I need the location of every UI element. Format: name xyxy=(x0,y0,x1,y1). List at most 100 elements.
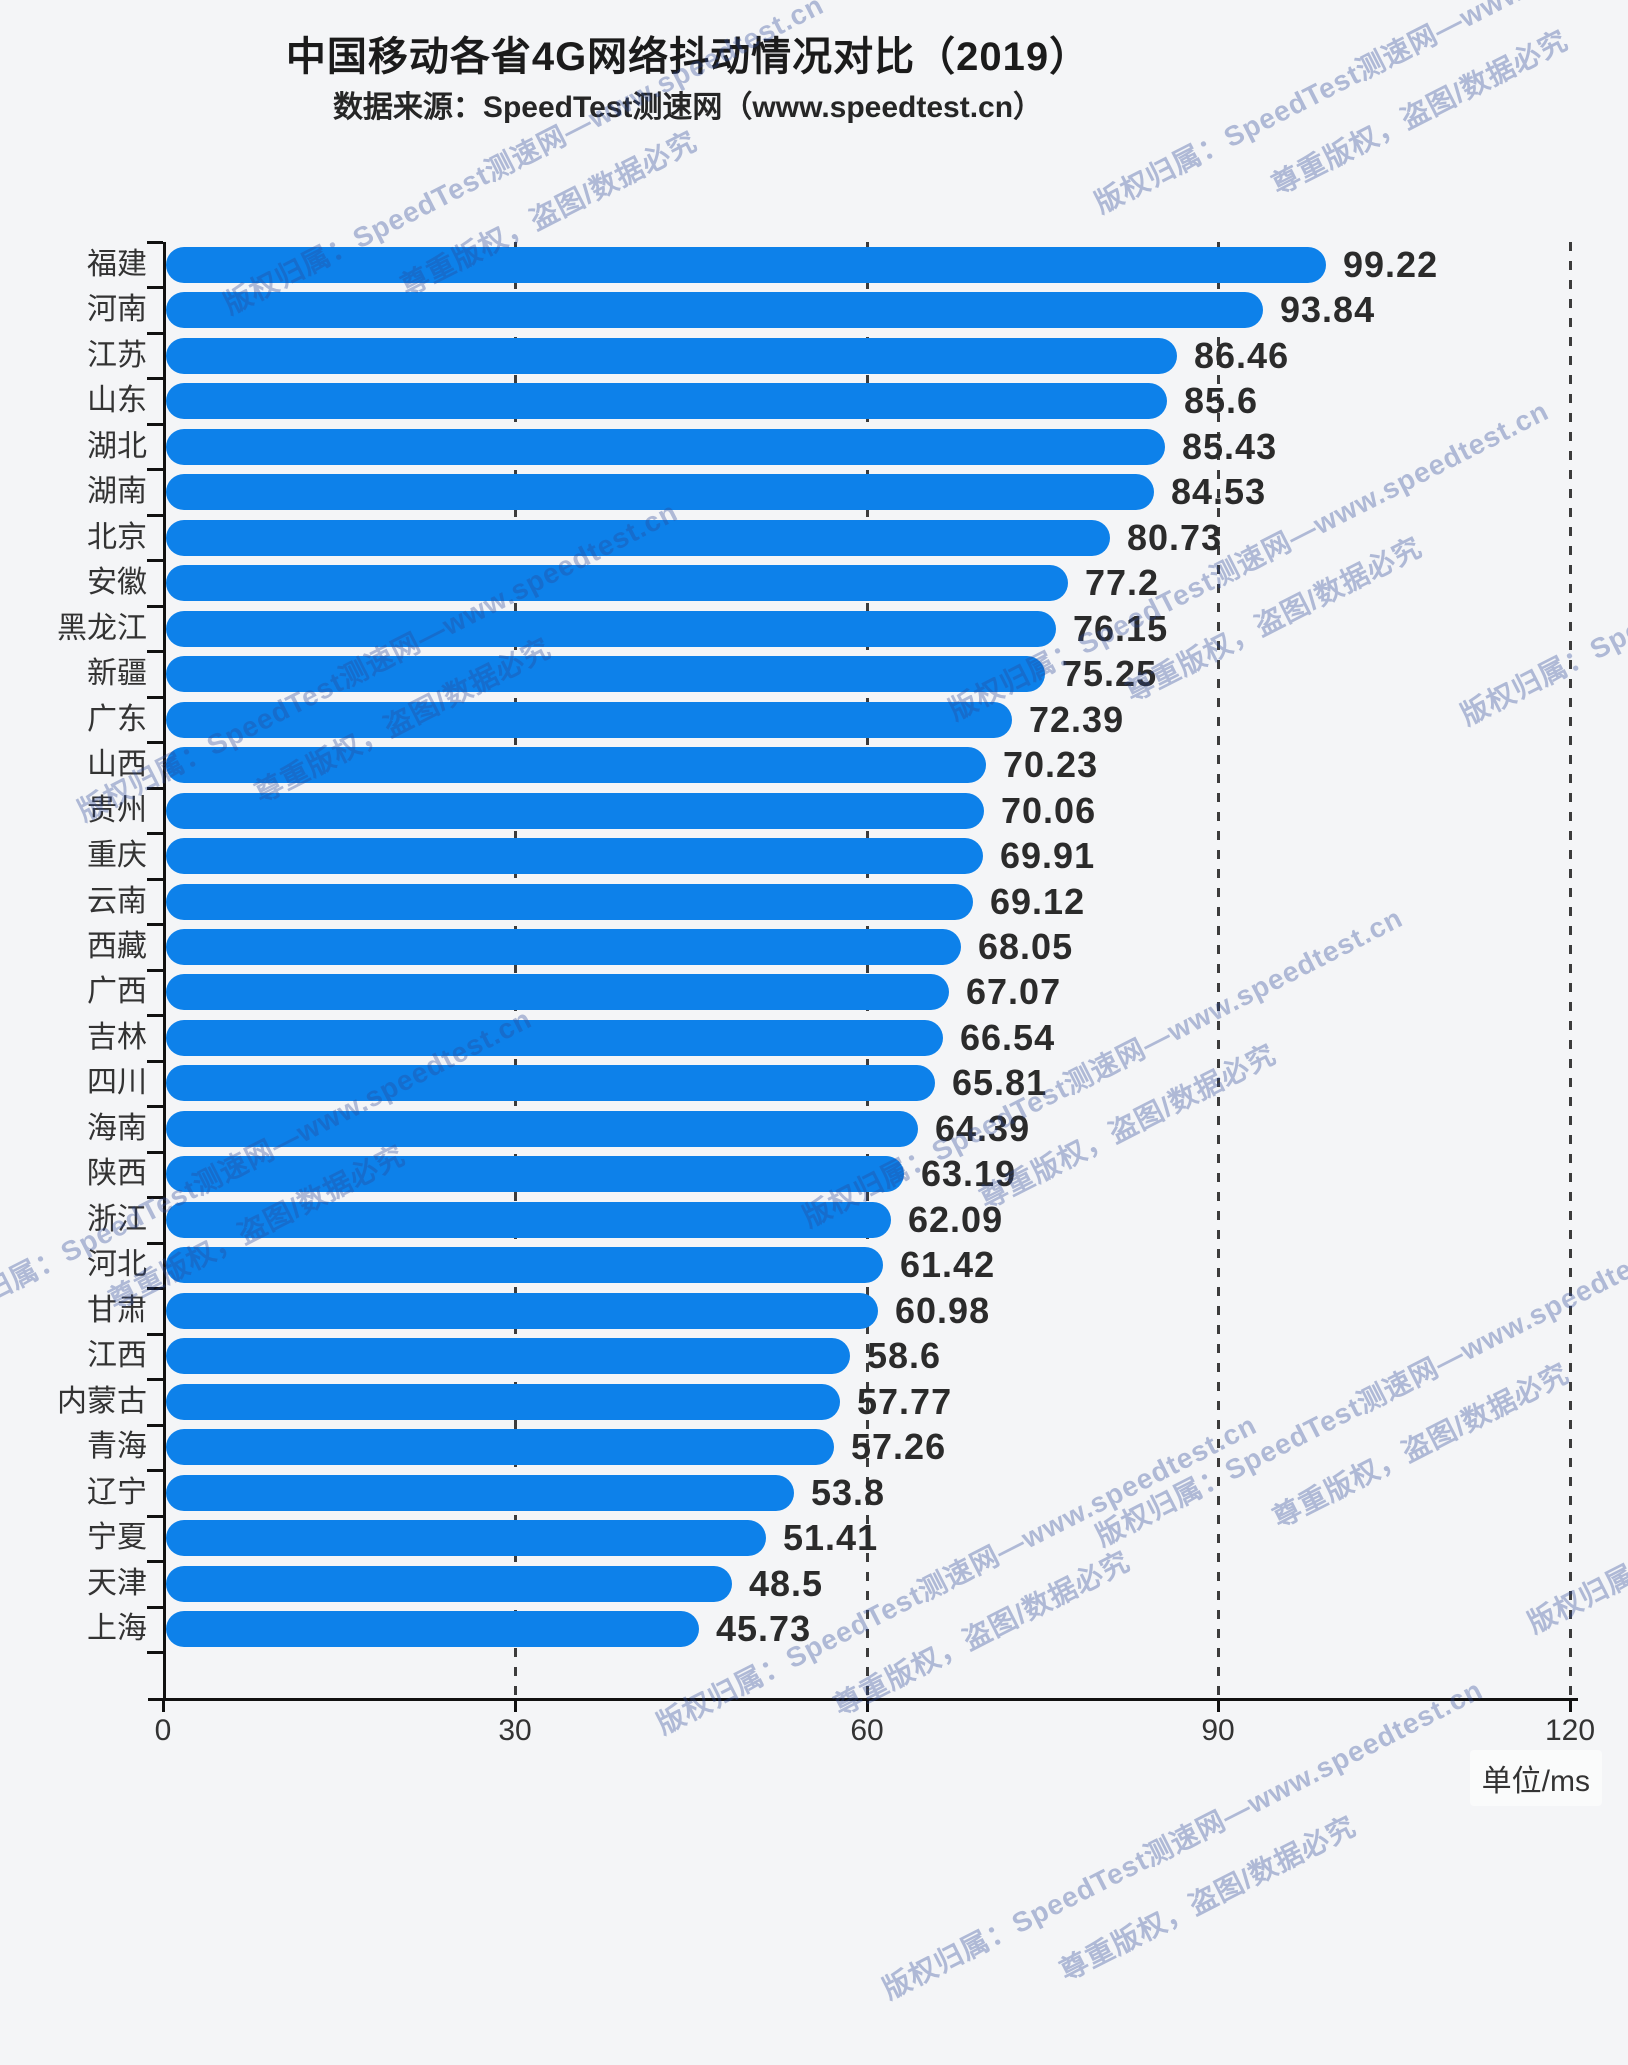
vertical-gridline xyxy=(1569,242,1572,1698)
y-axis-tick xyxy=(147,559,163,562)
bar xyxy=(166,702,1012,738)
x-axis-tick-label: 30 xyxy=(498,1714,532,1747)
value-label: 75.25 xyxy=(1062,653,1158,694)
bar xyxy=(166,1111,918,1147)
category-label: 云南 xyxy=(87,885,147,918)
y-axis-tick xyxy=(147,650,163,653)
category-label: 重庆 xyxy=(87,839,147,872)
category-label: 广西 xyxy=(87,975,147,1008)
category-label: 新疆 xyxy=(87,657,147,690)
y-axis-tick xyxy=(147,1515,163,1518)
value-label: 69.91 xyxy=(1000,835,1096,876)
bar xyxy=(166,611,1056,647)
value-label: 58.6 xyxy=(867,1335,942,1376)
value-label: 85.43 xyxy=(1182,426,1278,467)
value-label: 68.05 xyxy=(978,926,1074,967)
bar xyxy=(166,884,973,920)
x-axis-tick-label: 0 xyxy=(154,1714,172,1747)
y-axis-tick xyxy=(147,1060,163,1063)
bar xyxy=(166,429,1165,465)
bar xyxy=(166,1202,891,1238)
y-axis-tick xyxy=(147,468,163,471)
value-label: 84.53 xyxy=(1171,471,1267,512)
value-label: 69.12 xyxy=(990,881,1086,922)
bar xyxy=(166,793,984,829)
value-label: 63.19 xyxy=(921,1153,1017,1194)
bar xyxy=(166,565,1068,601)
x-axis-tick xyxy=(1569,1698,1572,1712)
value-label: 99.22 xyxy=(1343,244,1439,285)
vertical-gridline xyxy=(514,242,517,1698)
bar xyxy=(166,292,1263,328)
y-axis-tick xyxy=(147,1469,163,1472)
category-label: 甘肃 xyxy=(87,1294,147,1327)
x-axis-tick-label: 60 xyxy=(850,1714,884,1747)
page-title: 中国移动各省4G网络抖动情况对比（2019） xyxy=(285,35,1091,79)
value-label: 77.2 xyxy=(1085,562,1160,603)
bar xyxy=(166,929,961,965)
bar xyxy=(166,656,1045,692)
category-label: 辽宁 xyxy=(87,1476,147,1509)
y-axis-tick xyxy=(147,1014,163,1017)
x-axis-tick xyxy=(514,1698,517,1712)
value-label: 60.98 xyxy=(895,1290,991,1331)
category-label: 四川 xyxy=(87,1066,147,1099)
y-axis-tick xyxy=(147,1378,163,1381)
chart-header: 中国移动各省4G网络抖动情况对比（2019） xyxy=(0,24,1376,82)
y-axis-tick xyxy=(147,1151,163,1154)
value-label: 53.8 xyxy=(811,1472,886,1513)
y-axis-tick xyxy=(147,332,163,335)
bar xyxy=(166,1020,943,1056)
category-label: 青海 xyxy=(87,1430,147,1463)
category-label: 吉林 xyxy=(87,1021,147,1054)
y-axis-tick xyxy=(147,878,163,881)
x-axis-tick xyxy=(866,1698,869,1712)
y-axis-tick xyxy=(147,1242,163,1245)
y-axis-line xyxy=(163,242,166,1698)
y-axis-tick xyxy=(147,1196,163,1199)
category-label: 北京 xyxy=(87,521,147,554)
y-axis-tick xyxy=(147,696,163,699)
y-axis-tick xyxy=(147,1606,163,1609)
y-axis-tick xyxy=(147,969,163,972)
value-label: 67.07 xyxy=(966,971,1062,1012)
category-label: 福建 xyxy=(87,248,147,281)
category-label: 天津 xyxy=(87,1567,147,1600)
x-axis-tick xyxy=(1217,1698,1220,1712)
y-axis-tick xyxy=(147,1105,163,1108)
y-axis-tick xyxy=(147,605,163,608)
y-axis-tick xyxy=(147,241,163,244)
value-label: 66.54 xyxy=(960,1017,1056,1058)
vertical-gridline xyxy=(1217,242,1220,1698)
bar xyxy=(166,1065,935,1101)
category-label: 贵州 xyxy=(87,794,147,827)
value-label: 64.39 xyxy=(935,1108,1031,1149)
bar xyxy=(166,747,986,783)
category-label: 湖北 xyxy=(87,430,147,463)
bar xyxy=(166,1293,878,1329)
y-axis-tick xyxy=(147,923,163,926)
value-label: 85.6 xyxy=(1184,380,1259,421)
value-label: 61.42 xyxy=(900,1244,996,1285)
category-label: 西藏 xyxy=(87,930,147,963)
y-axis-tick xyxy=(147,1333,163,1336)
value-label: 70.23 xyxy=(1003,744,1099,785)
bar xyxy=(166,383,1167,419)
x-axis-tick-label: 120 xyxy=(1544,1714,1596,1747)
category-label: 陕西 xyxy=(87,1157,147,1190)
y-axis-tick xyxy=(147,423,163,426)
category-label: 山东 xyxy=(87,384,147,417)
bar xyxy=(166,1156,904,1192)
category-label: 山西 xyxy=(87,748,147,781)
bar xyxy=(166,247,1326,283)
bar xyxy=(166,1475,794,1511)
bar xyxy=(166,1338,850,1374)
category-label: 上海 xyxy=(87,1612,147,1645)
x-axis-tick xyxy=(162,1698,165,1712)
bar xyxy=(166,838,983,874)
y-axis-tick xyxy=(147,832,163,835)
value-label: 80.73 xyxy=(1127,517,1223,558)
category-label: 广东 xyxy=(87,703,147,736)
x-axis-line xyxy=(148,1698,1579,1701)
category-label: 海南 xyxy=(87,1112,147,1145)
